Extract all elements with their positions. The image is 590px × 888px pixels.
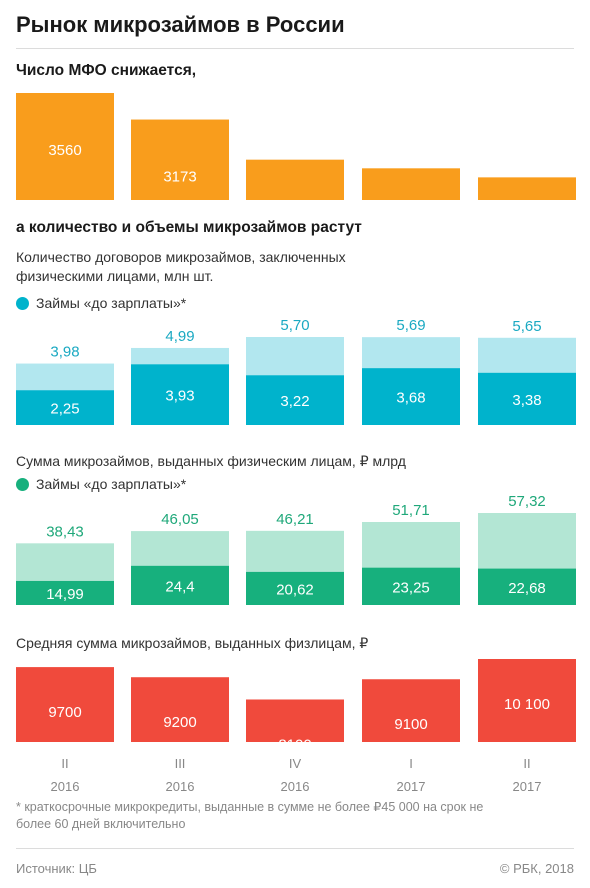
bar: [362, 168, 460, 200]
bar-value-label: 9200: [163, 714, 196, 731]
sums-legend-label: Займы «до зарплаты»*: [36, 476, 187, 492]
bar-value-label: 2462: [394, 217, 427, 234]
bar-payday: [362, 368, 460, 425]
quarter-label: II: [523, 756, 531, 771]
sums-chart: 38,43 14,99 46,05 24,4 46,21 20,62 51,71 23,25 5…: [16, 493, 576, 605]
source-text: Источник: ЦБ: [16, 861, 97, 876]
payday-value-label: 3,38: [512, 392, 541, 409]
x-tick-label: IV 2016: [246, 755, 344, 795]
year-label: 2017: [512, 779, 542, 794]
year-label: 2017: [396, 779, 426, 794]
bar: [131, 119, 229, 200]
bar-value-label: 9100: [394, 716, 427, 733]
quarter-label: II: [61, 756, 69, 771]
year-label: 2016: [50, 779, 80, 794]
quarter-label: I: [409, 756, 413, 771]
bar-value-label: 3560: [48, 142, 81, 159]
bar: [246, 159, 344, 200]
avg-subtitle: Средняя сумма микрозаймов, выданных физл…: [16, 635, 369, 651]
bar-value-label: 9700: [48, 704, 81, 721]
payday-value-label: 22,68: [508, 580, 546, 597]
bar-value-label: 3173: [163, 169, 196, 186]
x-tick-label: I 2017: [362, 755, 460, 795]
total-value-label: 5,70: [280, 317, 309, 334]
footnote: * краткосрочные микрокредиты, выданные в…: [16, 800, 484, 831]
x-tick-label: III 2016: [131, 755, 229, 795]
bar: [246, 699, 344, 742]
total-value-label: 38,43: [46, 523, 84, 540]
bar-value-label: 2588: [278, 209, 311, 226]
bar-value-label: 8100: [278, 736, 311, 753]
bar-payday: [478, 568, 576, 605]
sums-subtitle: Сумма микрозаймов, выданных физическим л…: [16, 453, 406, 469]
bar-payday: [16, 580, 114, 605]
bar: [131, 677, 229, 742]
average-sum-chart: 9700 9200 8100 9100 10 100: [16, 659, 576, 753]
mfo-count-chart: 3560 3173 2588 2462 2330: [16, 93, 576, 243]
bar-payday: [16, 390, 114, 425]
payday-value-label: 20,62: [276, 581, 314, 598]
contracts-subtitle: Количество договоров микрозаймов, заключ…: [16, 249, 346, 284]
year-label: 2016: [280, 779, 310, 794]
contracts-legend: Займы «до зарплаты»*: [16, 295, 186, 311]
bar: [478, 659, 576, 742]
payday-value-label: 2,25: [50, 401, 79, 418]
title-divider: [16, 48, 574, 49]
bar: [16, 667, 114, 742]
payday-value-label: 3,93: [165, 388, 194, 405]
bar-payday: [478, 372, 576, 425]
payday-value-label: 3,68: [396, 390, 425, 407]
bar-value-label: 10 100: [504, 696, 550, 713]
legend-swatch: [16, 478, 29, 491]
page-title: Рынок микрозаймов в России: [16, 12, 345, 37]
total-value-label: 46,21: [276, 511, 314, 528]
footer-divider: [16, 848, 574, 849]
total-value-label: 3,98: [50, 344, 79, 361]
quarter-label: IV: [288, 756, 302, 771]
contracts-legend-label: Займы «до зарплаты»*: [36, 295, 187, 311]
bar-payday: [246, 375, 344, 425]
total-value-label: 5,65: [512, 318, 541, 335]
copyright-text: © РБК, 2018: [499, 861, 574, 876]
payday-value-label: 14,99: [46, 586, 84, 603]
x-tick-label: II 2017: [478, 755, 576, 795]
total-value-label: 5,69: [396, 317, 425, 334]
total-value-label: 57,32: [508, 493, 546, 510]
contracts-chart: 3,98 2,25 4,99 3,93 5,70 3,22 5,69 3,68 5,65 3,38: [16, 317, 576, 425]
bar-payday: [131, 565, 229, 605]
bar-payday: [246, 571, 344, 605]
x-tick-label: II 2016: [16, 755, 114, 795]
bar: [16, 93, 114, 200]
payday-value-label: 24,4: [165, 578, 194, 595]
total-value-label: 4,99: [165, 328, 194, 345]
mfo-heading: Число МФО снижается,: [16, 62, 197, 79]
total-value-label: 46,05: [161, 511, 199, 528]
bar-payday: [362, 567, 460, 605]
bar-value-label: 2330: [510, 226, 543, 243]
payday-value-label: 23,25: [392, 579, 430, 596]
legend-swatch: [16, 297, 29, 310]
bar: [478, 177, 576, 200]
sums-legend: Займы «до зарплаты»*: [16, 476, 186, 492]
quarter-label: III: [174, 756, 186, 771]
bar-payday: [131, 364, 229, 425]
total-value-label: 51,71: [392, 502, 430, 519]
payday-value-label: 3,22: [280, 393, 309, 410]
year-label: 2016: [165, 779, 195, 794]
bar: [362, 679, 460, 742]
growth-heading: а количество и объемы микрозаймов растут: [16, 219, 362, 236]
